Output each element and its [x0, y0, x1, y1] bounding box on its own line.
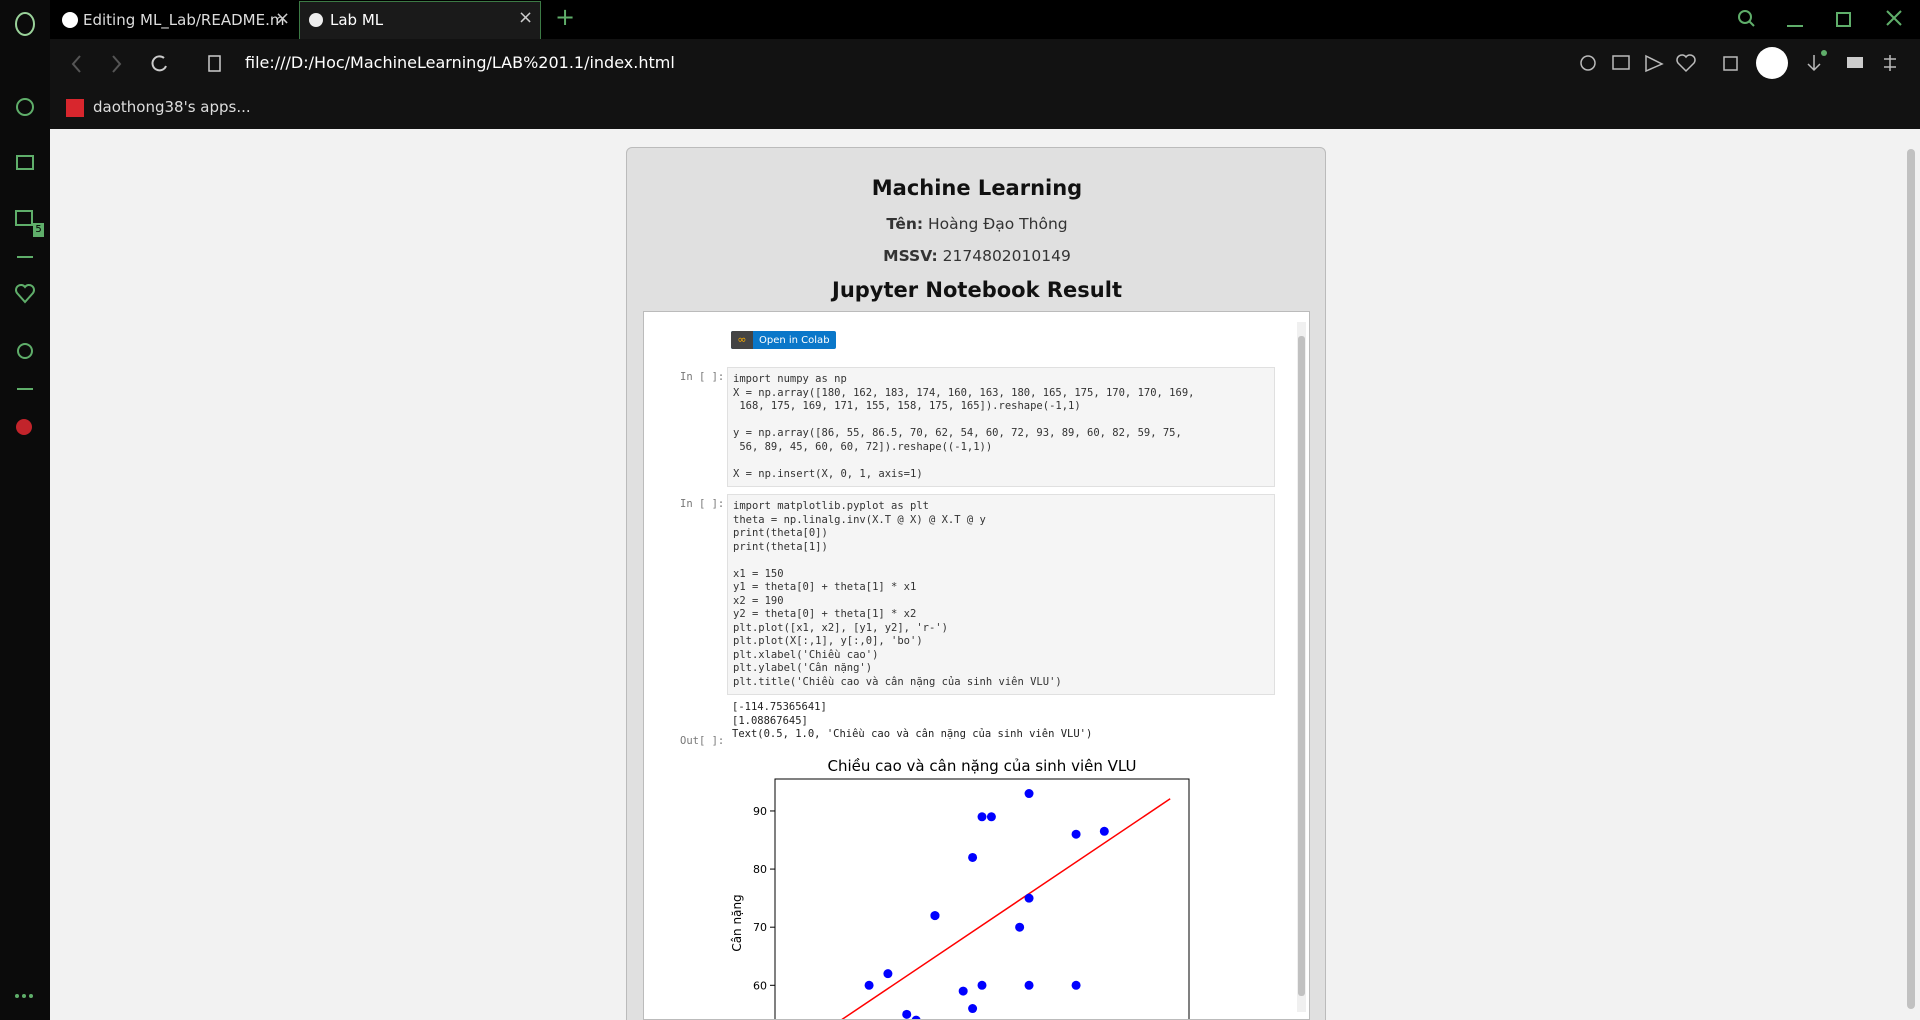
page-title: Machine Learning — [871, 176, 1083, 200]
student-name: Hoàng Đạo Thông — [928, 215, 1068, 233]
section-title: Jupyter Notebook Result — [832, 278, 1122, 302]
output-line: [1.08867645] — [732, 714, 808, 727]
point — [883, 969, 893, 979]
student-id: 2174802010149 — [942, 247, 1071, 265]
code-line: plt.xlabel('Chiều cao') — [733, 648, 879, 661]
point — [1015, 922, 1025, 932]
point — [977, 980, 987, 990]
sidebar-badge: 5 — [33, 223, 44, 237]
bookmark-icon — [66, 99, 84, 117]
code-line: x2 = 190 — [733, 594, 784, 607]
code-line: import numpy as np — [733, 373, 847, 385]
notebook: ∞ Open in Colab In [ ]: import numpy as n… — [643, 311, 1310, 1020]
point — [1024, 893, 1034, 903]
code-line: X = np.array([180, 162, 183, 174, 160, 1… — [733, 386, 1195, 399]
new-tab[interactable]: + — [555, 3, 576, 31]
code-line: 56, 89, 45, 60, 60, 72]).reshape((-1,1)) — [733, 440, 993, 453]
blank-line — [733, 554, 1269, 568]
tab-title: Lab ML — [330, 11, 384, 29]
code-line: print(theta[0]) — [733, 527, 828, 539]
code-line: print(theta[1]) — [733, 540, 828, 553]
code-line: X = np.insert(X, 0, 1, axis=1) — [733, 467, 923, 480]
colab-logo: ∞ — [731, 331, 753, 349]
bookmark[interactable]: daothong38's apps... — [93, 98, 251, 116]
prompt: In [ ]: — [680, 498, 725, 510]
output-line: [-114.75365641] — [732, 701, 827, 713]
label: Tên: — [886, 215, 924, 233]
chart: Chiều cao và cân nặng của sinh viên VLU C… — [730, 757, 1190, 1019]
point — [911, 1015, 921, 1019]
code-line: import matplotlib.pyplot as plt — [733, 500, 929, 512]
bookmark-bar: daothong38's apps... — [50, 88, 1920, 129]
point — [1071, 980, 1081, 990]
y-tick-label: 80 — [753, 863, 767, 876]
blank-line — [733, 454, 1269, 468]
code-line: x1 = 150 — [733, 567, 784, 580]
code-line: theta = np.linalg.inv(X.T @ X) @ X.T @ y — [733, 513, 986, 526]
page-scrollbar[interactable] — [1902, 129, 1920, 1020]
code-line: y = np.array([86, 55, 86.5, 70, 62, 54, … — [733, 427, 1182, 439]
colab-badge[interactable]: ∞ Open in Colab — [731, 331, 836, 349]
code-line: y2 = theta[0] + theta[1] * x2 — [733, 608, 917, 620]
window-controls — [1738, 10, 1902, 27]
point — [930, 911, 940, 921]
url[interactable]: file:///D:/Hoc/MachineLearning/LAB%201.1… — [245, 53, 675, 72]
point — [977, 812, 987, 822]
code-line: plt.plot(X[:,1], y[:,0], 'bo') — [733, 635, 923, 647]
point — [1024, 980, 1034, 990]
blank-line — [733, 414, 1269, 428]
code-line: y1 = theta[0] + theta[1] * x1 — [733, 581, 917, 593]
tab-bar: Editing ML_Lab/README.m × Lab ML × + — [50, 0, 1920, 39]
point — [968, 1004, 978, 1014]
name-line: Tên: Hoàng Đạo Thông — [627, 215, 1327, 233]
sidebar-icons — [15, 12, 35, 998]
point — [1024, 789, 1034, 799]
plot-frame — [774, 778, 1190, 1019]
point — [864, 980, 874, 990]
y-tick-label: 60 — [753, 979, 767, 992]
point — [1099, 826, 1109, 836]
output-line: Text(0.5, 1.0, 'Chiều cao và cân nặng củ… — [732, 728, 1093, 740]
tab-close[interactable]: × — [275, 8, 291, 29]
y-axis-label: Cân nặng — [730, 894, 744, 951]
y-tick-label: 70 — [753, 921, 767, 934]
fit-line — [841, 798, 1171, 1019]
tab-close[interactable]: × — [518, 7, 534, 28]
globe-icon — [309, 13, 323, 27]
code-line: plt.ylabel('Cân nặng') — [733, 662, 873, 674]
sidebar: 5 — [0, 0, 50, 1020]
address-bar: file:///D:/Hoc/MachineLearning/LAB%201.1… — [50, 39, 1920, 88]
y-tick-label: 90 — [753, 805, 767, 818]
code-line: plt.plot([x1, x2], [y1, y2], 'r-') — [733, 621, 948, 634]
tab-title: Editing ML_Lab/README.m — [83, 11, 285, 29]
prompt: Out[ ]: — [680, 735, 725, 747]
notebook-scrollbar[interactable] — [1297, 322, 1306, 1012]
nav-icons — [71, 47, 1896, 79]
scroll-thumb[interactable] — [1907, 149, 1915, 1009]
code-line: plt.title('Chiều cao và cân nặng của sin… — [733, 675, 1062, 688]
id-line: MSSV: 2174802010149 — [627, 247, 1327, 265]
github-icon — [62, 12, 78, 28]
code-cell: import numpy as np X = np.array([180, 162… — [727, 367, 1275, 487]
tab-active[interactable]: Lab ML × — [299, 1, 541, 39]
point — [958, 986, 968, 996]
chart-title: Chiều cao và cân nặng của sinh viên VLU — [828, 757, 1137, 775]
point — [986, 812, 996, 822]
tab[interactable]: Editing ML_Lab/README.m × — [55, 2, 298, 37]
colab-text: Open in Colab — [759, 334, 830, 346]
prompt: In [ ]: — [680, 371, 725, 383]
code: import numpy as np X = np.array([180, 162… — [733, 373, 1269, 481]
code: import matplotlib.pyplot as plt theta = n… — [733, 500, 1269, 689]
code-line: 168, 175, 169, 171, 155, 158, 175, 165])… — [733, 400, 1081, 412]
scroll-thumb[interactable] — [1298, 336, 1305, 996]
point — [968, 852, 978, 862]
code-cell: import matplotlib.pyplot as plt theta = n… — [727, 494, 1275, 695]
point — [1071, 829, 1081, 839]
point — [902, 1009, 912, 1019]
label: MSSV: — [883, 247, 938, 265]
